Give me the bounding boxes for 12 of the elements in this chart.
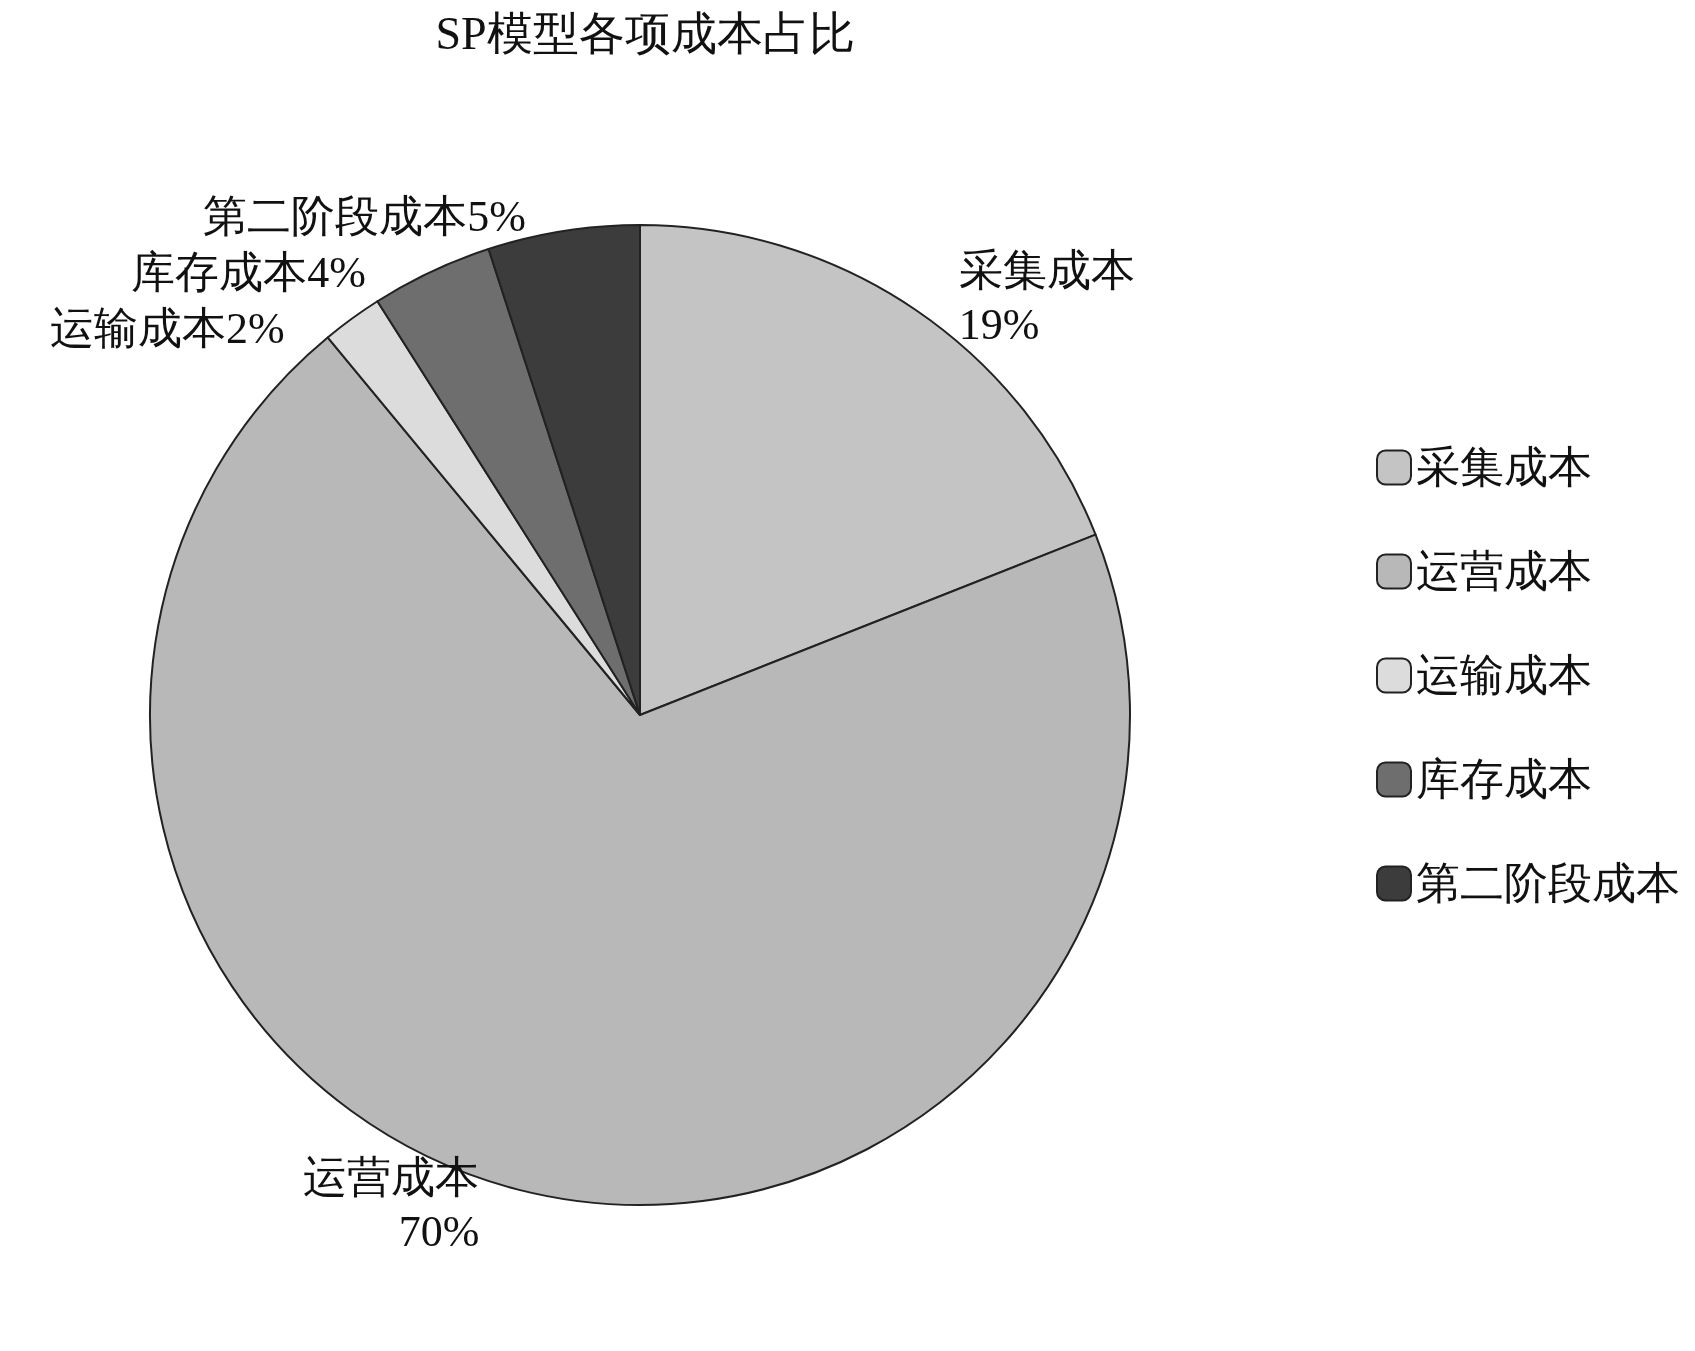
legend-label: 第二阶段成本 — [1416, 859, 1680, 908]
legend-label: 采集成本 — [1416, 443, 1592, 492]
legend-label: 运输成本 — [1416, 651, 1592, 700]
category-label: 第二阶段成本5% — [203, 191, 526, 241]
legend-label: 运营成本 — [1416, 547, 1592, 596]
data-label: 19% — [958, 299, 1040, 349]
data-label: 70% — [398, 1206, 480, 1256]
category-label: 运输成本2% — [49, 303, 285, 353]
category-label: 库存成本4% — [131, 247, 366, 297]
chart-title: SP模型各项成本占比 — [435, 7, 855, 59]
slice-label: 采集成本 — [958, 245, 1135, 295]
legend-label: 库存成本 — [1416, 755, 1592, 804]
